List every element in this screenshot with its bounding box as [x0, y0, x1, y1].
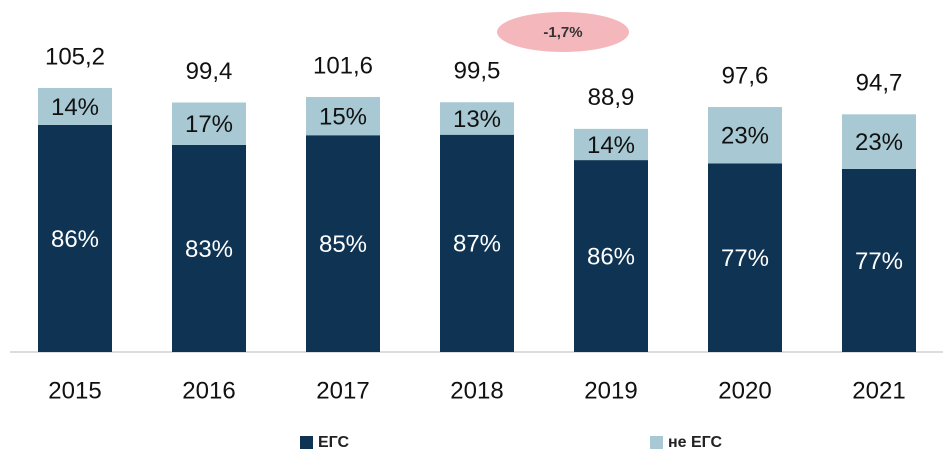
legend-swatch	[650, 436, 663, 449]
segment-label: 23%	[855, 129, 903, 156]
x-tick-label: 2015	[48, 377, 101, 404]
segment-label: 14%	[51, 94, 99, 121]
bar-segment	[842, 114, 916, 169]
x-tick-label: 2021	[852, 377, 905, 404]
annotation: -1,7%	[543, 24, 582, 41]
segment-label: 86%	[51, 226, 99, 253]
segment-label: 14%	[587, 132, 635, 159]
total-label: 88,9	[588, 84, 635, 111]
bar-segment	[38, 87, 112, 125]
bar-segment	[172, 102, 246, 145]
segment-label: 86%	[587, 243, 635, 270]
bar-segment	[708, 107, 782, 164]
x-tick-label: 2018	[450, 377, 503, 404]
segment-label: 15%	[319, 103, 367, 130]
legend-swatch	[300, 436, 313, 449]
segment-label: 83%	[185, 236, 233, 263]
bar-segment	[306, 135, 380, 352]
segment-label: 85%	[319, 231, 367, 258]
bar-segment	[440, 134, 514, 352]
total-label: 97,6	[722, 62, 769, 89]
total-label: 99,5	[454, 58, 501, 85]
bar-segment	[38, 124, 112, 352]
bar-segment	[574, 128, 648, 161]
segment-label: 23%	[721, 123, 769, 150]
total-label: 99,4	[186, 58, 233, 85]
x-tick-label: 2020	[718, 377, 771, 404]
total-label: 94,7	[856, 70, 903, 97]
total-label: 101,6	[313, 52, 373, 79]
segment-label: 77%	[855, 248, 903, 275]
total-label: 105,2	[45, 43, 105, 70]
bar-segment	[172, 144, 246, 352]
segment-label: 13%	[453, 106, 501, 133]
bar-segment	[708, 163, 782, 352]
bar-segment	[842, 168, 916, 352]
x-tick-label: 2016	[182, 377, 235, 404]
annotation-bubble	[497, 12, 629, 52]
bar-segment	[440, 102, 514, 135]
legend-label: ЕГС	[318, 434, 350, 451]
segment-label: 17%	[185, 111, 233, 138]
segment-label: 77%	[721, 245, 769, 272]
x-tick-label: 2017	[316, 377, 369, 404]
x-tick-label: 2019	[584, 377, 637, 404]
segment-label: 87%	[453, 231, 501, 258]
bar-segment	[306, 96, 380, 136]
bar-segment	[574, 160, 648, 352]
legend-label: не ЕГС	[668, 434, 723, 451]
